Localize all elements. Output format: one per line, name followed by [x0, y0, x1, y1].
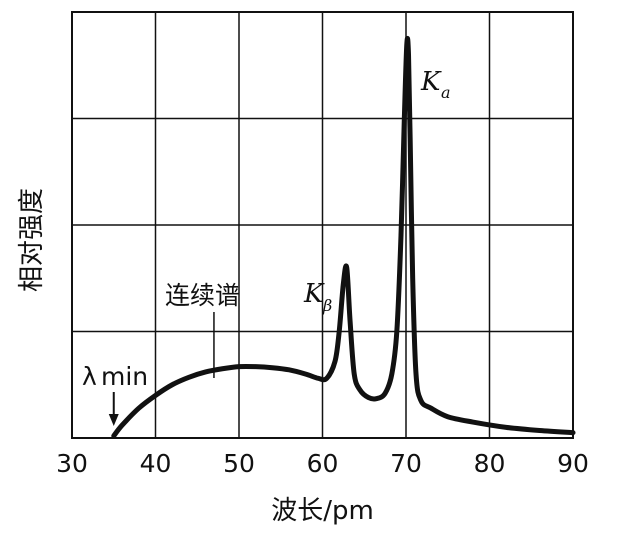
k-beta-annotation: K β — [303, 279, 332, 315]
k-beta-symbol: K — [303, 279, 325, 309]
continuous-spectrum-label: 连续谱 — [165, 281, 240, 310]
x-tick-label: 50 — [223, 449, 255, 478]
x-tick-label: 70 — [390, 449, 422, 478]
x-tick-label: 90 — [557, 449, 589, 478]
x-tick-labels: 30 40 50 60 70 80 90 — [56, 449, 589, 478]
lambda-min-annotation: λ min — [82, 362, 148, 426]
lambda-min-symbol: λ — [82, 362, 97, 391]
lambda-min-text: min — [101, 362, 148, 391]
y-axis-label: 相对强度 — [17, 188, 47, 292]
x-tick-label: 30 — [56, 449, 88, 478]
x-tick-label: 80 — [474, 449, 506, 478]
x-tick-label: 40 — [140, 449, 172, 478]
lambda-min-arrowhead — [108, 414, 119, 426]
k-beta-subscript: β — [322, 296, 332, 315]
plot-frame — [71, 11, 574, 439]
k-alpha-annotation: K a — [420, 67, 451, 102]
spectrum-line — [111, 35, 576, 439]
k-alpha-subscript: a — [441, 83, 451, 102]
continuous-spectrum-annotation: 连续谱 — [165, 281, 240, 378]
x-tick-label: 60 — [307, 449, 339, 478]
x-axis-label: 波长/pm — [271, 496, 374, 526]
k-alpha-symbol: K — [420, 67, 442, 97]
